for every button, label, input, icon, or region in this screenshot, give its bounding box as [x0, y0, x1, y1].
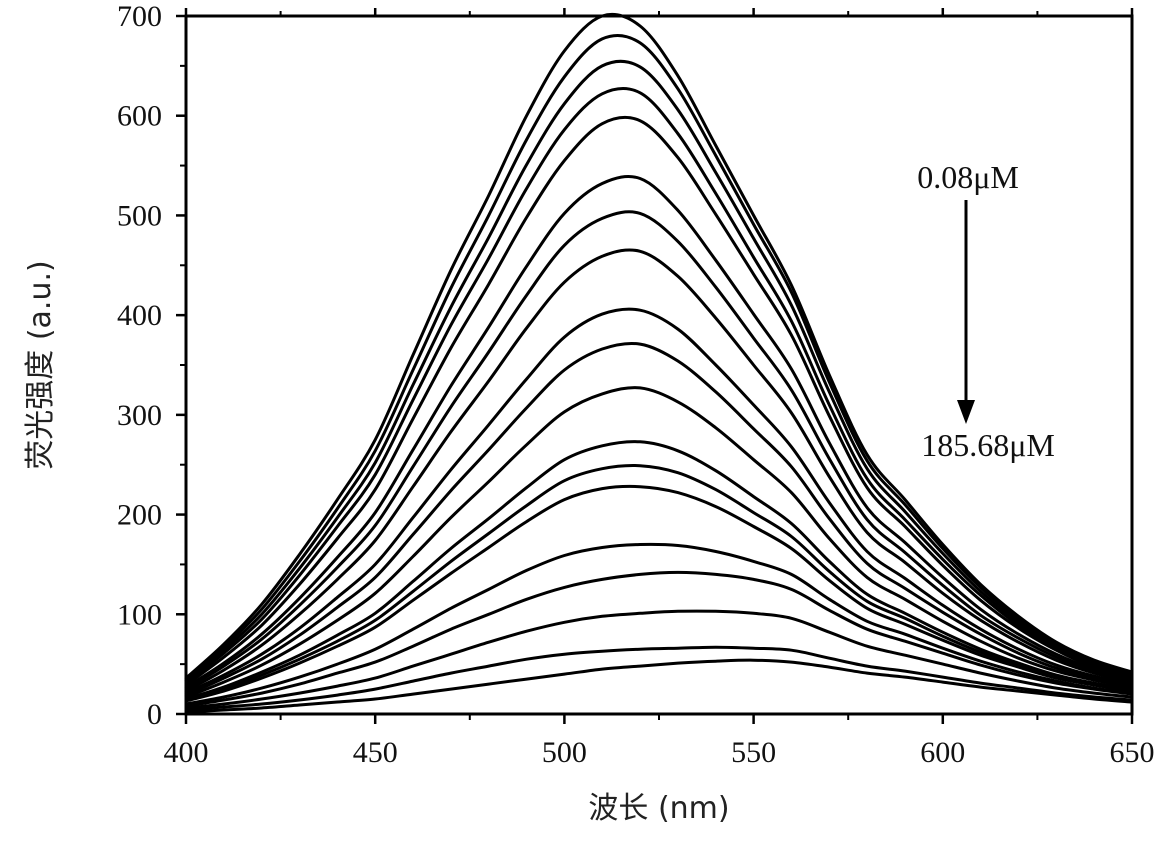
series-line-12 — [184, 440, 1134, 701]
series-line-8 — [184, 248, 1134, 693]
series-line-5 — [184, 115, 1134, 687]
series-line-3 — [184, 59, 1134, 683]
y-tick-label: 300 — [117, 399, 162, 432]
series-line-16 — [184, 570, 1134, 708]
series-line-14 — [184, 484, 1134, 703]
annotation-bottom-label: 185.68μM — [921, 427, 1055, 463]
series-layer — [184, 12, 1134, 714]
series-line-6 — [184, 175, 1134, 689]
x-tick-label: 550 — [731, 736, 776, 769]
y-tick-label: 700 — [117, 0, 162, 33]
series-line-10 — [184, 341, 1134, 697]
x-tick-label: 650 — [1110, 736, 1155, 769]
ticks-layer: 400 450 500 550 600 650 0 100 200 300 400 500 600 700 — [117, 0, 1155, 769]
x-tick-label: 500 — [542, 736, 587, 769]
series-line-13 — [184, 464, 1134, 702]
y-tick-label: 400 — [117, 299, 162, 332]
x-tick-label: 400 — [164, 736, 209, 769]
series-line-7 — [184, 210, 1134, 691]
y-tick-label: 200 — [117, 499, 162, 532]
x-tick-label: 600 — [920, 736, 965, 769]
series-line-11 — [184, 386, 1134, 699]
y-tick-label: 500 — [117, 199, 162, 232]
series-line-4 — [184, 86, 1134, 685]
x-axis-title: 波长 (nm) — [588, 791, 729, 826]
series-line-2 — [184, 34, 1134, 682]
series-line-1 — [184, 12, 1134, 680]
series-line-19 — [184, 658, 1134, 714]
series-line-9 — [184, 307, 1134, 695]
y-axis-title: 荧光强度 (a.u.) — [23, 260, 58, 469]
y-tick-label: 100 — [117, 598, 162, 631]
series-line-17 — [184, 609, 1134, 710]
y-tick-label: 0 — [147, 698, 162, 731]
x-tick-label: 450 — [353, 736, 398, 769]
y-tick-label: 600 — [117, 100, 162, 133]
annotation-top-label: 0.08μM — [917, 159, 1019, 195]
series-line-15 — [184, 542, 1134, 706]
annotation-arrow-head — [957, 400, 975, 424]
series-line-18 — [184, 645, 1134, 712]
